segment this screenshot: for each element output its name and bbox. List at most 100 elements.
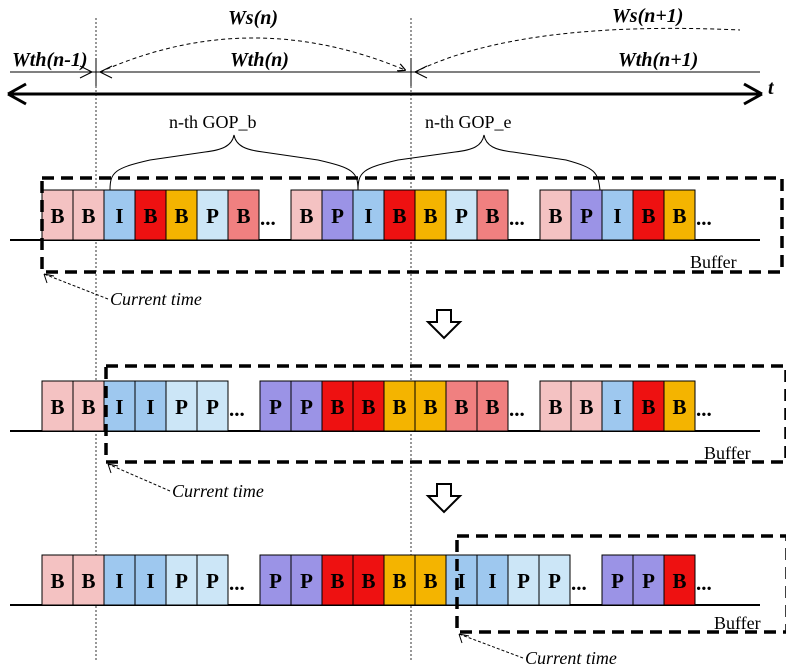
video-frame-label: P bbox=[548, 569, 561, 593]
video-frame: P bbox=[321, 189, 354, 241]
buffer-window bbox=[455, 534, 786, 634]
video-frame-box bbox=[601, 189, 634, 241]
video-frame-label: I bbox=[146, 395, 154, 419]
video-frame-label: B bbox=[392, 204, 406, 228]
video-frame-label: I bbox=[115, 204, 123, 228]
video-frame: P bbox=[632, 554, 665, 606]
video-frame-label: B bbox=[143, 204, 157, 228]
video-frame-label: P bbox=[206, 569, 219, 593]
video-frame-box bbox=[196, 380, 229, 432]
current-time-label: Current time bbox=[172, 481, 264, 501]
video-frame-box bbox=[476, 380, 509, 432]
video-frame-label: B bbox=[672, 204, 686, 228]
video-frame-label: B bbox=[423, 395, 437, 419]
wth-n-label: Wth(n) bbox=[230, 49, 289, 71]
video-frame-label: B bbox=[548, 395, 562, 419]
video-frame-box bbox=[539, 380, 572, 432]
buffer-label: Buffer bbox=[690, 252, 737, 272]
video-frame-box bbox=[72, 554, 105, 606]
video-frame: I bbox=[103, 380, 136, 432]
video-frame-box bbox=[414, 380, 447, 432]
video-frame: B bbox=[352, 380, 385, 432]
wth-n-plus-1-label: Wth(n+1) bbox=[618, 49, 698, 71]
video-frame-box bbox=[632, 380, 665, 432]
ws-n-start-arrow bbox=[99, 65, 113, 79]
video-frame-label: I bbox=[146, 569, 154, 593]
video-frame-box bbox=[134, 380, 167, 432]
video-frame-box bbox=[383, 189, 416, 241]
video-frame: B bbox=[321, 380, 354, 432]
video-frame: B bbox=[632, 380, 665, 432]
current-time-label: Current time bbox=[525, 648, 617, 668]
current-time-pointer-head bbox=[43, 273, 55, 284]
video-frame-label: B bbox=[423, 569, 437, 593]
wth-n-minus-1-end-arrow bbox=[79, 65, 93, 79]
video-frame: P bbox=[601, 554, 634, 606]
video-frame: B bbox=[663, 189, 696, 241]
video-frame: P bbox=[196, 189, 229, 241]
frame-row-1: B B I B B P B... B P I B B P B... B P I B B ...BufferCurren… bbox=[10, 176, 784, 309]
video-frame-label: B bbox=[81, 204, 95, 228]
video-frame-box bbox=[103, 380, 136, 432]
ellipsis-marker: ... bbox=[229, 397, 245, 421]
frame-row-3: B B I I P P... P P B B B B I I P P... P P B ...BufferCurren… bbox=[10, 534, 786, 668]
frame-rows: B B I B B P B... B P I B B P B... B P I B B ...BufferCurren… bbox=[10, 176, 786, 668]
video-frame: P bbox=[538, 554, 571, 606]
video-frame-box bbox=[196, 554, 229, 606]
buffer-window bbox=[40, 176, 784, 274]
current-time-pointer bbox=[458, 633, 524, 659]
video-frame-label: I bbox=[115, 569, 123, 593]
frame-row-2: B B I I P P... P P B B B B B B... B B I B B ...BufferCurren… bbox=[10, 364, 786, 501]
ellipsis-marker: ... bbox=[696, 571, 712, 595]
video-frame-box bbox=[290, 554, 323, 606]
video-frame: B bbox=[414, 554, 447, 606]
video-frame-box bbox=[601, 380, 634, 432]
video-frame: P bbox=[196, 380, 229, 432]
video-frame: I bbox=[476, 554, 509, 606]
video-frame: I bbox=[103, 554, 136, 606]
current-time-pointer-head bbox=[458, 633, 470, 644]
video-frame: B bbox=[165, 189, 198, 241]
video-frame-box bbox=[445, 380, 478, 432]
video-frame-label: B bbox=[50, 395, 64, 419]
video-frame-box bbox=[383, 554, 416, 606]
video-frame: P bbox=[165, 554, 198, 606]
video-frame-box bbox=[632, 554, 665, 606]
video-frame: I bbox=[103, 189, 136, 241]
video-frame-box bbox=[103, 189, 136, 241]
video-frame-label: B bbox=[174, 204, 188, 228]
video-frame-label: B bbox=[361, 395, 375, 419]
video-frame-label: B bbox=[330, 569, 344, 593]
video-frame: B bbox=[539, 189, 572, 241]
gop-e-label: n-th GOP_e bbox=[425, 112, 512, 132]
video-frame: B bbox=[476, 189, 509, 241]
video-frame-label: B bbox=[485, 395, 499, 419]
video-frame: B bbox=[383, 554, 416, 606]
video-frame: B bbox=[72, 189, 105, 241]
video-frame-box bbox=[290, 380, 323, 432]
video-frame: I bbox=[134, 380, 167, 432]
ws-n-plus-1-curve bbox=[414, 27, 741, 73]
ws-n-plus-1-label: Ws(n+1) bbox=[612, 5, 683, 27]
video-frame: B bbox=[414, 380, 447, 432]
video-frame: P bbox=[445, 189, 478, 241]
video-frame-label: B bbox=[579, 395, 593, 419]
video-frame: P bbox=[259, 380, 292, 432]
video-frame-label: I bbox=[488, 569, 496, 593]
video-frame: I bbox=[134, 554, 167, 606]
time-axis-label: t bbox=[768, 77, 775, 99]
video-frame: B bbox=[41, 554, 74, 606]
current-time-pointer-head bbox=[107, 463, 119, 474]
video-frame-label: B bbox=[50, 204, 64, 228]
current-time-pointer bbox=[43, 273, 109, 300]
ellipsis-marker: ... bbox=[571, 571, 587, 595]
video-frame: I bbox=[445, 554, 478, 606]
video-frame-label: B bbox=[299, 204, 313, 228]
video-frame-box bbox=[41, 554, 74, 606]
video-frame-box bbox=[601, 554, 634, 606]
buffer-label: Buffer bbox=[714, 613, 761, 633]
video-frame-box bbox=[570, 380, 603, 432]
video-frame-box bbox=[538, 554, 571, 606]
video-frame-box bbox=[321, 189, 354, 241]
video-frame: B bbox=[134, 189, 167, 241]
